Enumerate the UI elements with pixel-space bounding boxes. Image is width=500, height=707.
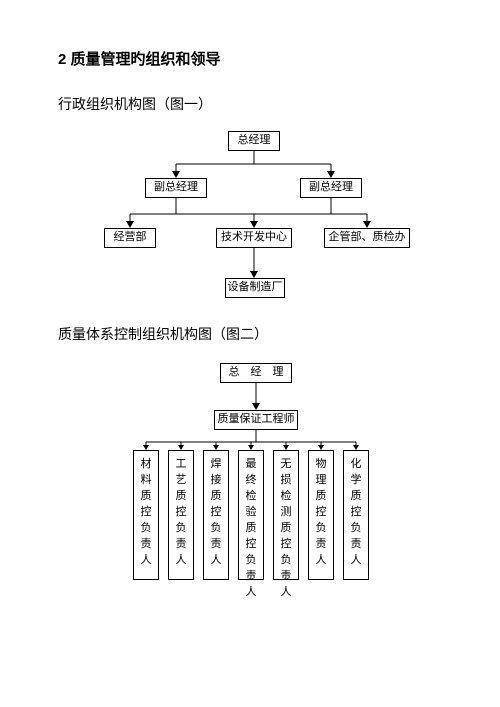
chart2-node-gm2: 总 经 理 (220, 363, 292, 383)
page: 2 质量管理旳组织和领导 行政组织机构图（图一） 质量体系控制组织机构图（图二） (0, 0, 500, 707)
chart1-caption: 行政组织机构图（图一） (58, 94, 212, 114)
chart1-node-gm: 总经理 (228, 131, 280, 151)
chart2-leaf-1: 工艺质控负责人 (168, 450, 194, 580)
heading-number: 2 (58, 51, 66, 68)
chart2-leaf-6: 化学质控负责人 (343, 450, 369, 580)
chart1-node-d1: 经营部 (104, 228, 156, 248)
chart1-node-d2: 技术开发中心 (216, 228, 292, 248)
chart2-leaf-0: 材料质控负责人 (133, 450, 159, 580)
chart2-node-qae: 质量保证工程师 (214, 410, 298, 430)
chart2-leaf-5: 物理质控负责人 (308, 450, 334, 580)
heading-text: 质量管理旳组织和领导 (71, 51, 221, 68)
chart1-node-vgm1: 副总经理 (145, 178, 207, 198)
chart2-leaf-4: 无损检测质控负责人 (273, 450, 299, 580)
chart1-node-mfg: 设备制造厂 (225, 278, 285, 298)
chart2-leaf-2: 焊接质控负责人 (203, 450, 229, 580)
chart1-node-vgm2: 副总经理 (300, 178, 362, 198)
chart2-caption: 质量体系控制组织机构图（图二） (58, 324, 268, 344)
chart1-node-d3: 企管部、质检办 (324, 228, 410, 248)
chart2-leaf-3: 最终检验质控负责人 (238, 450, 264, 580)
section-heading: 2 质量管理旳组织和领导 (58, 48, 221, 69)
